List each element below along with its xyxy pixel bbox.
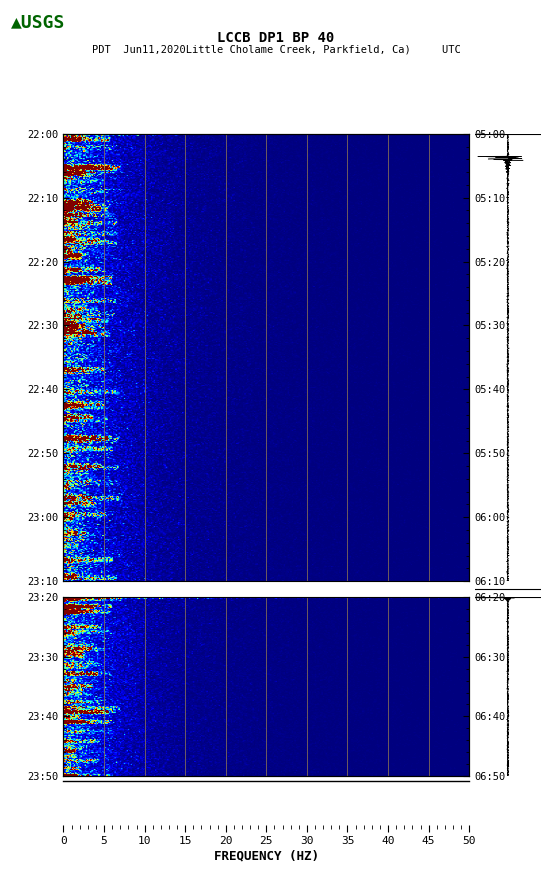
- Text: ▲USGS: ▲USGS: [11, 13, 66, 31]
- Text: PDT  Jun11,2020Little Cholame Creek, Parkfield, Ca)     UTC: PDT Jun11,2020Little Cholame Creek, Park…: [92, 45, 460, 54]
- Text: LCCB DP1 BP 40: LCCB DP1 BP 40: [217, 31, 335, 45]
- X-axis label: FREQUENCY (HZ): FREQUENCY (HZ): [214, 849, 319, 862]
